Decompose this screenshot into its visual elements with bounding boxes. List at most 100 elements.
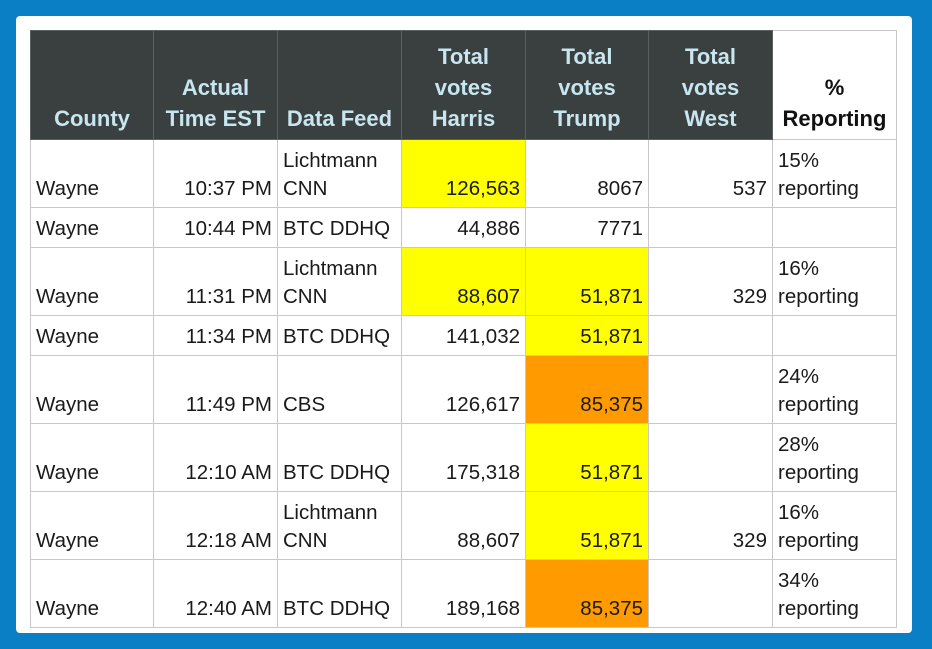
feed-cell-line: Lichtmann — [283, 501, 378, 524]
header-trump-votes: Total votes Trump — [525, 30, 649, 140]
reporting-cell-line: 24% — [778, 365, 820, 388]
table-row: Wayne 12:40 AM BTC DDHQ 189,168 85,375 34% rep… — [30, 559, 897, 628]
header-line: West — [684, 106, 737, 131]
county-cell: Wayne — [30, 139, 154, 208]
feed-cell: Lichtmann CNN — [277, 491, 402, 560]
county-cell: Wayne — [30, 559, 154, 628]
table-row: Wayne 11:31 PM Lichtmann CNN 88,607 51,871 329… — [30, 247, 897, 316]
county-cell: Wayne — [30, 247, 154, 316]
header-line: Time EST — [165, 106, 266, 131]
header-west-votes: Total votes West — [648, 30, 773, 140]
header-line: Data Feed — [286, 106, 393, 131]
reporting-cell-line: 15% — [778, 149, 820, 172]
reporting-cell: 24% reporting — [772, 355, 897, 424]
feed-cell: BTC DDHQ — [277, 315, 402, 356]
feed-cell-line: CNN — [283, 285, 328, 308]
feed-cell: CBS — [277, 355, 402, 424]
feed-cell-line: BTC DDHQ — [283, 597, 391, 620]
county-cell: Wayne — [30, 423, 154, 492]
harris-votes-cell: 189,168 — [401, 559, 526, 628]
feed-cell-line: BTC DDHQ — [283, 325, 391, 348]
time-cell: 11:34 PM — [153, 315, 278, 356]
header-row: County Actual Time EST Data Feed Total votes H… — [30, 30, 897, 140]
time-cell: 12:40 AM — [153, 559, 278, 628]
header-line: votes — [434, 75, 493, 100]
harris-votes-cell: 126,563 — [401, 139, 526, 208]
time-cell: 11:49 PM — [153, 355, 278, 424]
reporting-cell-line: reporting — [778, 285, 859, 308]
reporting-cell — [772, 315, 897, 356]
header-line: votes — [681, 75, 740, 100]
west-votes-cell: 329 — [648, 491, 773, 560]
feed-cell-line: CNN — [283, 177, 328, 200]
table-row: Wayne 11:49 PM CBS 126,617 85,375 24% reportin… — [30, 355, 897, 424]
west-votes-cell: 537 — [648, 139, 773, 208]
reporting-cell-line: 16% — [778, 257, 820, 280]
feed-cell-line: BTC DDHQ — [283, 461, 391, 484]
reporting-cell: 15% reporting — [772, 139, 897, 208]
county-cell: Wayne — [30, 491, 154, 560]
reporting-cell-line: reporting — [778, 597, 859, 620]
header-line: % — [824, 75, 845, 100]
trump-votes-cell: 8067 — [525, 139, 649, 208]
trump-votes-cell: 7771 — [525, 207, 649, 248]
feed-cell: BTC DDHQ — [277, 423, 402, 492]
west-votes-cell — [648, 315, 773, 356]
document-frame: County Actual Time EST Data Feed Total votes H… — [16, 16, 912, 633]
trump-votes-cell: 51,871 — [525, 315, 649, 356]
header-line: Reporting — [782, 106, 887, 131]
header-line: Harris — [431, 106, 496, 131]
county-cell: Wayne — [30, 315, 154, 356]
reporting-cell-line: 28% — [778, 433, 820, 456]
reporting-cell-line: reporting — [778, 461, 859, 484]
trump-votes-cell: 85,375 — [525, 355, 649, 424]
header-line: votes — [558, 75, 616, 100]
reporting-cell: 16% reporting — [772, 247, 897, 316]
time-cell: 12:10 AM — [153, 423, 278, 492]
harris-votes-cell: 44,886 — [401, 207, 526, 248]
reporting-cell: 28% reporting — [772, 423, 897, 492]
reporting-cell-line: reporting — [778, 393, 859, 416]
west-votes-cell — [648, 355, 773, 424]
header-line: Trump — [553, 106, 621, 131]
table-row: Wayne 10:44 PM BTC DDHQ 44,886 7771 — [30, 207, 897, 248]
reporting-cell-line: 34% — [778, 569, 820, 592]
feed-cell: BTC DDHQ — [277, 559, 402, 628]
harris-votes-cell: 175,318 — [401, 423, 526, 492]
header-line: County — [54, 106, 130, 131]
reporting-cell-line: reporting — [778, 177, 859, 200]
reporting-cell-line: 16% — [778, 501, 820, 524]
feed-cell-line: Lichtmann — [283, 257, 378, 280]
reporting-cell: 16% reporting — [772, 491, 897, 560]
west-votes-cell: 329 — [648, 247, 773, 316]
table-body: Wayne 10:37 PM Lichtmann CNN 126,563 8067 537 1… — [30, 139, 897, 628]
reporting-cell — [772, 207, 897, 248]
west-votes-cell — [648, 207, 773, 248]
feed-cell: Lichtmann CNN — [277, 247, 402, 316]
trump-votes-cell: 51,871 — [525, 423, 649, 492]
harris-votes-cell: 88,607 — [401, 247, 526, 316]
table-row: Wayne 10:37 PM Lichtmann CNN 126,563 8067 537 1… — [30, 139, 897, 208]
header-line: Total — [561, 44, 613, 69]
table-row: Wayne 12:18 AM Lichtmann CNN 88,607 51,871 329… — [30, 491, 897, 560]
header-county: County — [30, 30, 154, 140]
harris-votes-cell: 141,032 — [401, 315, 526, 356]
harris-votes-cell: 126,617 — [401, 355, 526, 424]
time-cell: 12:18 AM — [153, 491, 278, 560]
county-cell: Wayne — [30, 207, 154, 248]
feed-cell: Lichtmann CNN — [277, 139, 402, 208]
header-line: Total — [685, 44, 736, 69]
feed-cell-line: Lichtmann — [283, 149, 378, 172]
trump-votes-cell: 51,871 — [525, 247, 649, 316]
header-percent-reporting: % Reporting — [772, 30, 897, 140]
time-cell: 10:37 PM — [153, 139, 278, 208]
table-row: Wayne 12:10 AM BTC DDHQ 175,318 51,871 28% rep… — [30, 423, 897, 492]
votes-table: County Actual Time EST Data Feed Total votes H… — [30, 30, 897, 628]
feed-cell-line: CBS — [283, 393, 326, 416]
table-row: Wayne 11:34 PM BTC DDHQ 141,032 51,871 — [30, 315, 897, 356]
county-cell: Wayne — [30, 355, 154, 424]
header-actual-time: Actual Time EST — [153, 30, 278, 140]
trump-votes-cell: 85,375 — [525, 559, 649, 628]
harris-votes-cell: 88,607 — [401, 491, 526, 560]
header-line: Total — [438, 44, 489, 69]
